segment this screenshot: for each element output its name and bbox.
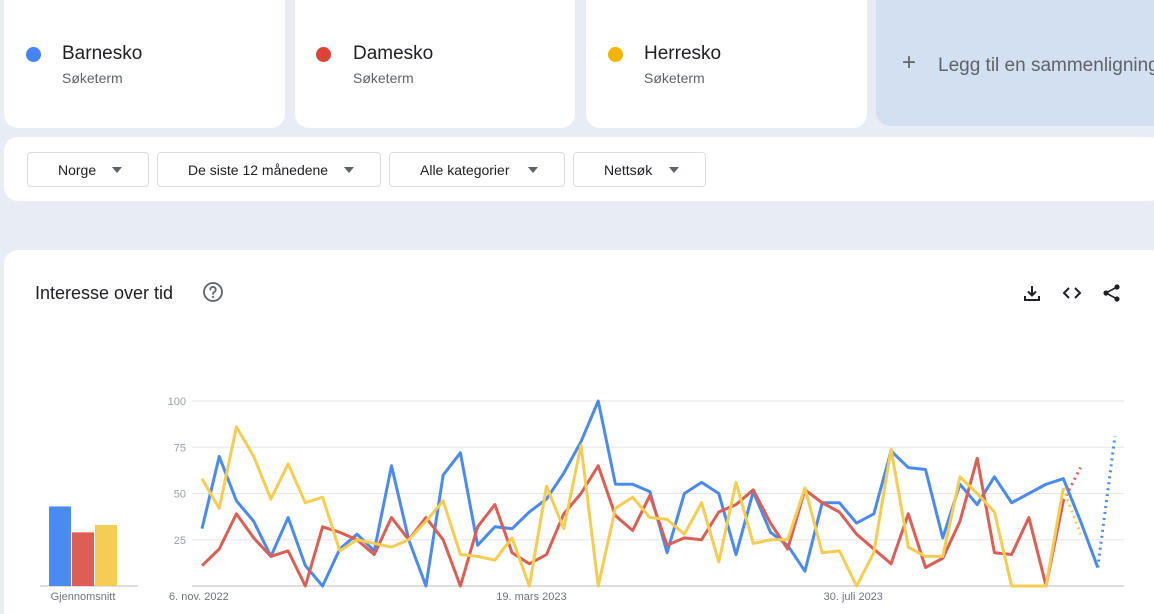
help-circle-icon[interactable] (202, 281, 224, 303)
caret-down-icon (112, 167, 122, 173)
series-line-barnesko (200, 399, 1100, 588)
add-comparison-button[interactable]: + Legg til en sammenligning (876, 0, 1154, 126)
add-comparison-label: Legg til en sammenligning (938, 55, 1154, 76)
term-card-herresko[interactable]: Herresko Søketerm (586, 0, 867, 128)
series-color-dot (316, 47, 331, 62)
series-partial-herresko (1061, 487, 1082, 535)
series-line-damesko (200, 456, 1065, 588)
caret-down-icon (669, 167, 679, 173)
y-tick-label: 75 (174, 442, 186, 454)
y-tick-label: 100 (168, 396, 186, 408)
series-color-dot (26, 47, 41, 62)
download-icon[interactable] (1021, 282, 1043, 304)
time-range-dropdown[interactable]: De siste 12 månedene (157, 152, 381, 187)
term-type: Søketerm (62, 70, 123, 86)
category-dropdown[interactable]: Alle kategorier (389, 152, 565, 187)
average-bar-damesko (72, 532, 94, 586)
x-tick-label: 19. mars 2023 (496, 591, 566, 603)
chart-title: Interesse over tid (35, 283, 174, 303)
series-line-herresko (200, 425, 1065, 588)
term-type: Søketerm (644, 70, 705, 86)
series-partial-barnesko (1096, 435, 1117, 568)
category-label: Alle kategorier (420, 161, 510, 178)
interest-over-time-card: Interesse over tid (4, 250, 1154, 614)
search-type-label: Nettsøk (604, 161, 653, 178)
time-range-label: De siste 12 månedene (188, 161, 329, 178)
region-dropdown[interactable]: Norge (27, 152, 149, 187)
filter-bar: Norge De siste 12 månedene Alle kategori… (4, 137, 1154, 201)
x-tick-label: 30. juli 2023 (824, 591, 883, 603)
term-name: Barnesko (62, 43, 143, 64)
share-icon[interactable] (1101, 282, 1123, 304)
region-label: Norge (58, 161, 97, 178)
caret-down-icon (528, 167, 538, 173)
term-card-damesko[interactable]: Damesko Søketerm (295, 0, 575, 128)
average-label: Gjennomsnitt (51, 591, 116, 603)
embed-code-icon[interactable] (1061, 282, 1083, 304)
term-name: Damesko (353, 43, 434, 64)
y-tick-label: 25 (174, 535, 186, 547)
caret-down-icon (344, 167, 354, 173)
term-name: Herresko (644, 43, 722, 64)
average-bar-herresko (95, 524, 117, 586)
x-tick-label: 6. nov. 2022 (169, 591, 229, 603)
plus-icon: + (902, 49, 917, 76)
y-tick-label: 50 (174, 489, 186, 501)
series-color-dot (608, 47, 623, 62)
term-card-barnesko[interactable]: Barnesko Søketerm (4, 0, 285, 128)
search-type-dropdown[interactable]: Nettsøk (573, 152, 706, 187)
term-type: Søketerm (353, 70, 414, 86)
average-bar-barnesko (49, 506, 71, 586)
